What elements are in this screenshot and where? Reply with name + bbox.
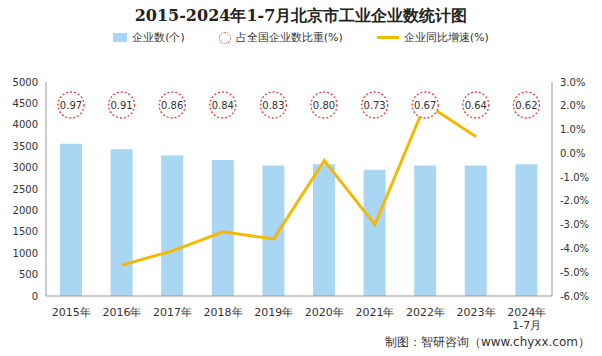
svg-text:0.67: 0.67 (414, 100, 436, 111)
svg-text:2023年: 2023年 (457, 306, 496, 319)
svg-text:500: 500 (19, 269, 38, 280)
svg-text:0.84: 0.84 (212, 100, 234, 111)
svg-text:3.0%: 3.0% (560, 77, 585, 88)
svg-text:2500: 2500 (13, 184, 38, 195)
svg-text:4500: 4500 (13, 98, 38, 109)
svg-text:1.0%: 1.0% (560, 124, 585, 135)
html-text:2015-2024年1-7月北京市工业企业数统计图: 2015-2024年1-7月北京市工业企业数统计图 (134, 6, 468, 25)
svg-text:0.73: 0.73 (363, 100, 385, 111)
html-text:企业数(个): 企业数(个) (132, 31, 185, 44)
svg-text:4000: 4000 (13, 119, 38, 130)
svg-text:2020年: 2020年 (305, 306, 344, 319)
svg-text:-4.0%: -4.0% (560, 243, 589, 254)
svg-text:0.97: 0.97 (60, 100, 82, 111)
svg-text:2016年: 2016年 (102, 306, 141, 319)
svg-text:2017年: 2017年 (153, 306, 192, 319)
svg-text:2021年: 2021年 (355, 306, 394, 319)
svg-text:1500: 1500 (13, 226, 38, 237)
svg-text:-5.0%: -5.0% (560, 267, 589, 278)
html-text:制图：智研咨询（www.chyxx.com）: 制图：智研咨询（www.chyxx.com） (384, 335, 590, 349)
svg-text:-3.0%: -3.0% (560, 219, 589, 230)
svg-text:5000: 5000 (13, 77, 38, 88)
svg-text:-1.0%: -1.0% (560, 172, 589, 183)
svg-text:2.0%: 2.0% (560, 100, 585, 111)
svg-text:3000: 3000 (13, 162, 38, 173)
svg-text:-6.0%: -6.0% (560, 291, 589, 302)
svg-text:2019年: 2019年 (254, 306, 293, 319)
svg-text:0.86: 0.86 (161, 100, 183, 111)
svg-text:0.91: 0.91 (110, 100, 132, 111)
html-text:企业同比增速(%): 企业同比增速(%) (403, 31, 489, 44)
svg-text:2015年: 2015年 (52, 306, 91, 319)
svg-text:0.0%: 0.0% (560, 148, 585, 159)
svg-text:2024年1-7月: 2024年1-7月 (507, 306, 546, 332)
svg-text:0.80: 0.80 (313, 100, 335, 111)
svg-text:0.64: 0.64 (465, 100, 487, 111)
svg-text:2018年: 2018年 (204, 306, 243, 319)
svg-text:2000: 2000 (13, 205, 38, 216)
svg-text:0: 0 (32, 291, 38, 302)
svg-text:3500: 3500 (13, 141, 38, 152)
svg-text:-2.0%: -2.0% (560, 195, 589, 206)
svg-text:1000: 1000 (13, 248, 38, 259)
svg-text:2022年: 2022年 (406, 306, 445, 319)
svg-text:0.62: 0.62 (515, 100, 537, 111)
svg-text:0.83: 0.83 (262, 100, 284, 111)
html-text:占全国企业数比重(%): 占全国企业数比重(%) (235, 31, 343, 44)
